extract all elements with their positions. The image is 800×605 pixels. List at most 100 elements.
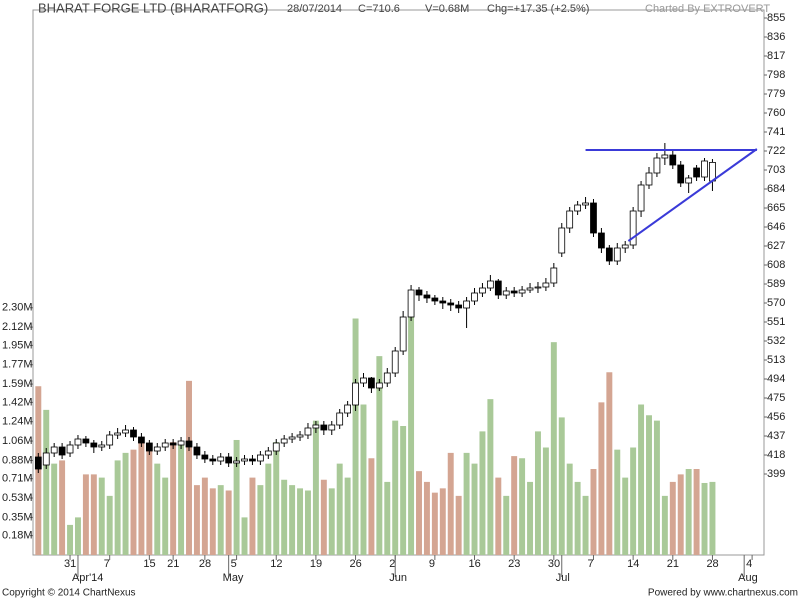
volume-bar [630,447,637,555]
volume-bar [360,404,367,555]
volume-bar [423,481,430,555]
candle-body [209,458,217,462]
y-tick-label: 779 [767,88,785,100]
y-tick-label: 513 [767,354,785,366]
volume-bar [225,490,232,555]
volume-bar [352,318,359,555]
y2-tick-label: 1.42M [2,396,33,408]
powered-by: Powered by www.chartnexus.com [648,588,798,599]
candle-body [661,154,669,159]
volume-bar [638,404,645,555]
candle-body [82,438,90,444]
candle-body [542,282,550,288]
volume-bar [51,463,58,555]
candle-body [145,442,153,452]
x-tick-label: 7 [587,558,593,570]
volume-bar [519,458,526,555]
candle-body [249,458,256,462]
volume-bar [122,452,129,555]
volume-bar [82,474,89,555]
volume-bar [400,426,407,555]
candle-body [415,289,423,296]
volume-bar [249,477,256,555]
x-tick-label: 23 [508,558,520,570]
volume-bar [685,469,692,555]
candle-body [439,300,447,304]
volume-bar [281,479,288,555]
volume-bar [344,477,351,555]
volume-bar [312,420,319,555]
candle-body [153,446,161,452]
volume-bar [265,463,272,555]
volume-bar [503,495,510,555]
candle-body [526,287,534,291]
y-tick-label: 741 [767,126,785,138]
candle-body [360,377,367,384]
volume-bar [669,481,676,555]
volume-bar [59,460,66,555]
volume-bar [392,420,399,555]
candle-body [34,456,42,470]
candle-body [272,442,280,452]
x-tick-label: 7 [104,558,110,570]
y2-tick-label: 1.24M [2,416,33,428]
x-tick-label: 4 [746,558,752,570]
date: 28/07/2014 [287,3,342,15]
candle-body [653,157,661,174]
y2-tick-label: 1.77M [2,359,33,371]
candle-body [669,154,677,166]
candle-body [336,412,344,426]
y2-tick-label: 1.59M [2,378,33,390]
volume-bar [273,442,280,555]
candle-body [90,442,98,448]
candle-body [479,287,486,294]
y2-tick-label: 1.06M [2,435,33,447]
x-tick-label: 28 [706,558,718,570]
volume-bar [114,460,121,555]
credit: Charted By EXTROVERT [645,3,770,15]
volume-bar [701,482,708,555]
candle-body [399,316,407,352]
candle-body [320,424,328,431]
volume-bar [43,409,50,555]
candle-body [130,429,137,438]
y2-tick-label: 0.53M [2,492,33,504]
candle-body [42,452,50,466]
candle-body [138,436,145,444]
volume-bar [186,380,192,555]
y-tick-label: 646 [767,221,785,233]
candle-body [598,232,605,249]
candle-body [693,167,700,178]
volume-bar [558,417,565,555]
y2-tick-label: 2.30M [2,302,33,314]
volume-bar [193,485,200,555]
candle-body [50,446,58,454]
x-tick-label: 2 [389,558,395,570]
volume-bar [653,420,660,555]
month-label: May [223,572,244,584]
candle-body [383,372,391,384]
volume-bar [709,481,716,555]
candle-body [494,280,502,296]
volume-bar [487,399,494,555]
candle-body [114,432,121,436]
candle-body [407,289,415,318]
candle-body [431,297,439,302]
volume-bar [677,474,684,555]
candle-body [447,302,455,306]
y2-tick-label: 0.88M [2,454,33,466]
y-tick-label: 418 [767,449,785,461]
candle-body [550,267,558,284]
candle-body [241,458,248,462]
candle-body [534,286,542,289]
candle-body [375,382,383,389]
y2-tick-label: 2.12M [2,321,33,333]
candle-body [264,450,272,456]
x-tick-label: 9 [429,558,435,570]
volume-bar [67,524,74,555]
candle-body [161,442,169,448]
candle-body [169,442,177,446]
volume-bar [614,449,621,555]
volume-bar [241,517,248,555]
y-tick-label: 494 [767,373,785,385]
